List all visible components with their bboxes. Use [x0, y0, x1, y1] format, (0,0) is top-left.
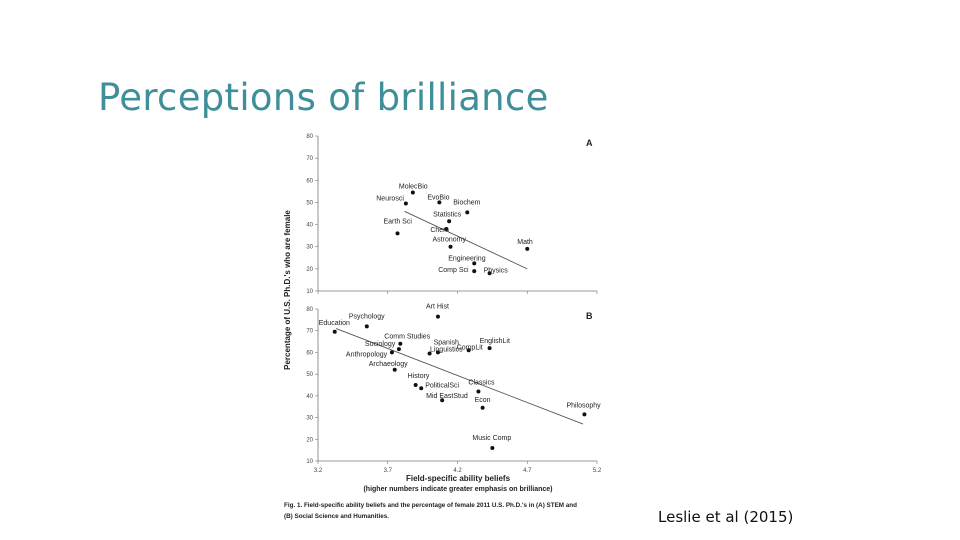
point-art-hist — [435, 314, 440, 319]
point-label-art-hist: Art Hist — [426, 304, 449, 311]
panel-a-y-tick-label: 70 — [306, 156, 313, 162]
point-label-physics: Physics — [484, 267, 509, 274]
panel-b-y-tick-label: 70 — [306, 329, 313, 335]
panel-a-y-tick-label: 80 — [306, 134, 313, 140]
point-linguistics — [435, 350, 440, 355]
panel-b-y-tick-label: 10 — [306, 459, 313, 465]
point-label-statistics: Statistics — [433, 211, 462, 218]
point-math — [525, 246, 530, 251]
panel-b-letter: B — [586, 311, 593, 321]
panel-a-y-tick-label: 50 — [306, 200, 313, 206]
x-axis-title: Field-specific ability beliefs — [406, 474, 511, 483]
point-spanish — [427, 351, 432, 356]
point-label-astronomy: Astronomy — [433, 237, 467, 244]
x-axis-subtitle: (higher numbers indicate greater emphasi… — [363, 486, 552, 493]
point-archaeology — [392, 367, 397, 372]
point-label-evobio: EvoBio — [427, 194, 449, 201]
point-comm-studies — [398, 341, 403, 346]
point-statistics — [447, 219, 452, 224]
point-label-education: Education — [319, 320, 350, 327]
panel-b-y-tick-label: 20 — [306, 437, 313, 443]
panel-a-y-tick-label: 20 — [306, 267, 313, 273]
panel-b-y-tick-label: 30 — [306, 416, 313, 422]
point-label-classics: Classics — [468, 380, 495, 387]
slide-title: Perceptions of brilliance — [98, 76, 549, 119]
point-comp-sci — [472, 269, 477, 274]
point-label-politicalsci: PoliticalSci — [425, 382, 459, 389]
point-neurosci — [403, 201, 408, 206]
point-music-comp — [490, 445, 495, 450]
panel-a-letter: A — [586, 138, 593, 148]
citation: Leslie et al (2015) — [658, 508, 794, 526]
point-anthropology — [389, 350, 394, 355]
point-label-earth-sci: Earth Sci — [384, 218, 413, 225]
point-englishlit — [487, 346, 492, 351]
panel-b-y-tick-label: 80 — [306, 307, 313, 313]
point-history — [413, 383, 418, 387]
point-label-comp-sci: Comp Sci — [438, 267, 469, 274]
point-label-anthropology: Anthropology — [346, 351, 388, 358]
panel-b-x-tick-label: 4.2 — [453, 468, 462, 474]
panel-b: 10 20 30 40 50 60 70 80 3.2 3.7 4.2 4.7 5.2 B Art Hist… — [306, 304, 602, 474]
figure-caption-line-2: (B) Social Science and Humanities. — [284, 513, 389, 520]
point-label-history: History — [408, 373, 430, 380]
point-mid-eaststud — [440, 398, 445, 403]
point-label-englishlit: EnglishLit — [480, 338, 510, 345]
y-axis-title: Percentage of U.S. Ph.D.'s who are femal… — [283, 210, 292, 370]
panel-a: 10 20 30 40 50 60 70 80 A MolecBio EvoBio Neurosci B… — [306, 134, 598, 295]
point-sociology — [396, 347, 401, 352]
panel-b-x-tick-label: 3.7 — [384, 468, 393, 474]
point-label-mid-eaststud: Mid EastStud — [426, 393, 468, 400]
panel-a-y-tick-label: 60 — [306, 178, 313, 184]
panel-b-y-tick-label: 60 — [306, 350, 313, 356]
point-label-psychology: Psychology — [349, 313, 385, 320]
panel-a-y-tick-label: 40 — [306, 223, 313, 229]
point-label-engineering: Engineering — [448, 255, 485, 262]
point-label-sociology: Sociology — [365, 341, 396, 348]
point-label-math: Math — [517, 239, 533, 246]
point-physics — [487, 271, 492, 276]
panel-b-x-tick-label: 5.2 — [593, 468, 602, 474]
point-politicalsci — [419, 386, 424, 391]
point-label-chem: Chem — [430, 227, 449, 234]
panel-a-trend-line — [404, 210, 528, 270]
point-label-music-comp: Music Comp — [472, 435, 511, 442]
point-label-comm-studies: Comm Studies — [384, 334, 430, 341]
point-label-econ: Econ — [475, 397, 491, 404]
point-label-molecbio: MolecBio — [399, 183, 428, 190]
point-earth-sci — [395, 231, 400, 236]
point-label-biochem: Biochem — [453, 199, 480, 206]
point-econ — [480, 405, 485, 410]
point-molecbio — [410, 190, 415, 195]
panel-b-y-tick-label: 40 — [306, 394, 313, 400]
panel-a-y-tick-label: 30 — [306, 245, 313, 251]
panel-a-y-tick-label: 10 — [306, 289, 313, 295]
point-engineering — [472, 261, 477, 266]
point-complit — [466, 348, 471, 353]
panel-b-trend-line — [335, 328, 584, 425]
point-label-complit: CompLit — [457, 344, 483, 351]
panel-b-x-tick-label: 3.2 — [314, 468, 323, 474]
point-chem — [444, 227, 449, 231]
point-classics — [476, 389, 481, 394]
point-astronomy — [448, 244, 453, 249]
panel-b-y-tick-label: 50 — [306, 372, 313, 378]
point-biochem — [465, 210, 470, 215]
point-label-archaeology: Archaeology — [369, 361, 408, 368]
panel-b-x-tick-label: 4.7 — [523, 468, 532, 474]
point-philosophy — [582, 412, 587, 417]
point-label-linguistics: Linguistics — [430, 346, 463, 353]
point-label-neurosci: Neurosci — [376, 196, 404, 203]
point-evobio — [437, 200, 442, 205]
point-psychology — [364, 324, 369, 329]
point-label-spanish: Spanish — [434, 340, 459, 347]
point-label-philosophy: Philosophy — [566, 402, 601, 409]
point-education — [332, 329, 337, 334]
figure-caption-line-1: Fig. 1. Field-specific ability beliefs a… — [284, 502, 577, 509]
